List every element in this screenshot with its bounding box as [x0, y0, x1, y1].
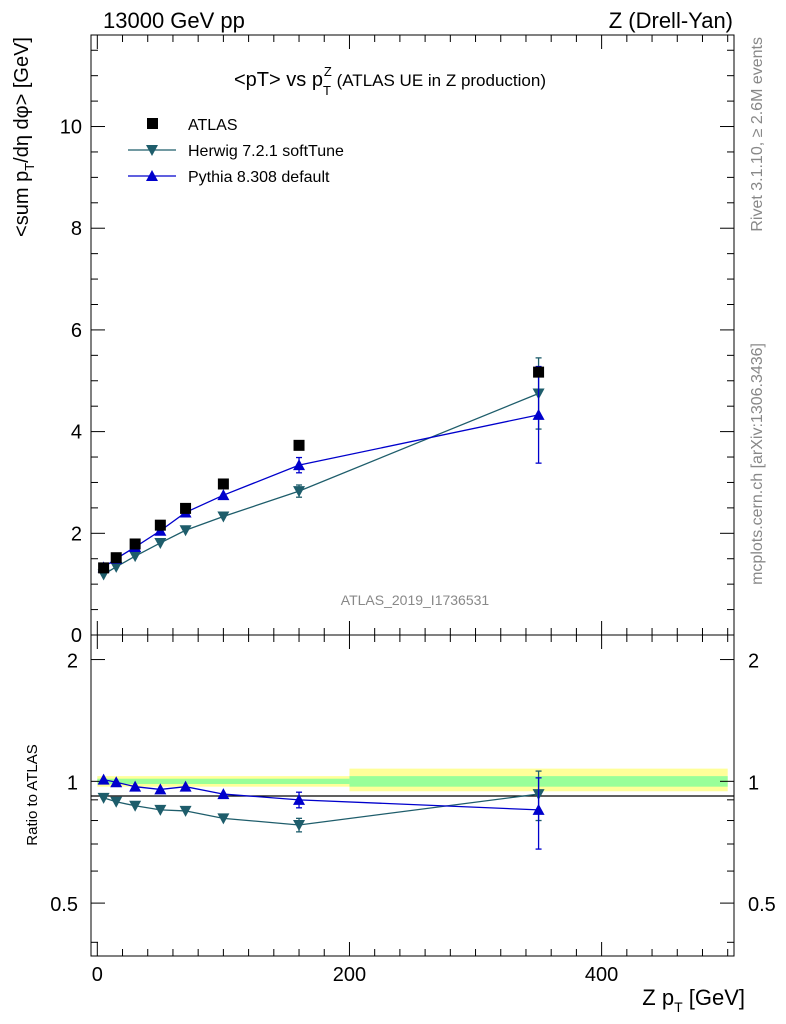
- title-main: <pT> vs p: [234, 69, 323, 91]
- legend-label-herwig: Herwig 7.2.1 softTune: [188, 143, 344, 160]
- point-atlas: [217, 478, 229, 490]
- x-tick-label: 0: [92, 964, 103, 986]
- legend-entry-herwig: Herwig 7.2.1 softTune: [128, 143, 344, 160]
- point-atlas: [180, 502, 192, 514]
- main-ytick-label: 8: [71, 218, 82, 240]
- legend-marker-atlas: [147, 118, 158, 129]
- main-ytick-label: 4: [71, 422, 82, 444]
- point-herwig-7-2-1-softtune: [97, 792, 110, 804]
- point-herwig-7-2-1-softtune: [154, 804, 167, 816]
- legend-label-atlas: ATLAS: [188, 117, 238, 134]
- main-ytick-label: 2: [71, 523, 82, 545]
- main-ylabel: <sum pT/dη dφ> [GeV]: [11, 37, 37, 237]
- point-atlas: [533, 366, 545, 378]
- point-pythia-8-308-default: [293, 459, 306, 471]
- point-herwig-7-2-1-softtune: [217, 511, 230, 523]
- point-herwig-7-2-1-softtune: [110, 796, 123, 808]
- ratio-panel: 0.5 0.5 1 1 2 2 Ratio to ATLAS 0 200 400 Z pT […: [24, 634, 776, 1015]
- ratio-ylabel: Ratio to ATLAS: [24, 744, 41, 845]
- ratio-ytick-label-left: 0.5: [50, 894, 78, 916]
- point-pythia-8-308-default: [532, 408, 545, 420]
- x-tick-label: 400: [585, 964, 618, 986]
- point-herwig-7-2-1-softtune: [179, 525, 192, 537]
- legend-entry-atlas: ATLAS: [147, 117, 238, 134]
- point-herwig-7-2-1-softtune: [293, 486, 306, 498]
- ratio-ytick-label-right: 1: [748, 772, 759, 794]
- main-ytick-label: 0: [71, 625, 82, 647]
- point-pythia-8-308-default: [293, 793, 306, 805]
- title-sub: T: [323, 83, 331, 98]
- point-herwig-7-2-1-softtune: [154, 537, 167, 549]
- series-line-pythia-8-308-default: [103, 414, 539, 568]
- point-pythia-8-308-default: [110, 776, 123, 788]
- header-right: Z (Drell-Yan): [609, 8, 733, 33]
- point-atlas: [110, 552, 122, 564]
- main-ytick-label: 10: [60, 117, 82, 139]
- title-sup: Z: [324, 64, 332, 79]
- point-herwig-7-2-1-softtune: [293, 819, 306, 831]
- point-herwig-7-2-1-softtune: [217, 813, 230, 825]
- point-pythia-8-308-default: [129, 780, 142, 792]
- ratio-ytick-label-right: 0.5: [748, 894, 776, 916]
- point-atlas: [154, 519, 166, 531]
- point-atlas: [293, 439, 305, 451]
- series-line-herwig-7-2-1-softtune: [103, 793, 539, 826]
- main-data: [97, 357, 545, 581]
- main-ytick-label: 6: [71, 320, 82, 342]
- point-pythia-8-308-default: [179, 780, 192, 792]
- legend-label-pythia: Pythia 8.308 default: [188, 169, 330, 186]
- ratio-band-inner: [97, 778, 350, 784]
- point-atlas: [129, 538, 141, 550]
- rivet-label: Rivet 3.1.10, ≥ 2.6M events: [749, 37, 766, 232]
- title-tail: (ATLAS UE in Z production): [332, 71, 546, 90]
- main-panel: 0 2 4 6 8 10 <pT> vs pTZ (ATLAS UE in Z produ…: [11, 34, 735, 647]
- ratio-ytick-label-left: 2: [67, 651, 78, 673]
- point-pythia-8-308-default: [97, 773, 110, 785]
- ratio-ytick-label-right: 2: [748, 651, 759, 673]
- point-pythia-8-308-default: [217, 489, 230, 501]
- legend-marker-herwig: [146, 145, 158, 156]
- legend-marker-pythia: [146, 170, 158, 181]
- ratio-xlabel: Z pT [GeV]: [642, 985, 745, 1015]
- ratio-ytick-label-left: 1: [67, 772, 78, 794]
- ratio-data: [97, 770, 545, 850]
- point-herwig-7-2-1-softtune: [129, 551, 142, 563]
- main-ticks: 0 2 4 6 8 10: [60, 35, 734, 647]
- header-left: 13000 GeV pp: [103, 8, 245, 33]
- ratio-ticks: 0.5 0.5 1 1 2 2: [50, 635, 776, 956]
- point-herwig-7-2-1-softtune: [179, 805, 192, 817]
- point-herwig-7-2-1-softtune: [110, 561, 123, 573]
- legend-entry-pythia: Pythia 8.308 default: [128, 169, 330, 186]
- legend: ATLAS Herwig 7.2.1 softTune Pythia 8.308…: [128, 117, 344, 186]
- plot-title: <pT> vs pTZ (ATLAS UE in Z production): [234, 64, 546, 98]
- point-atlas: [98, 562, 110, 574]
- mcplots-label: mcplots.cern.ch [arXiv:1306.3436]: [749, 343, 766, 585]
- point-pythia-8-308-default: [532, 803, 545, 815]
- point-pythia-8-308-default: [217, 788, 230, 800]
- point-herwig-7-2-1-softtune: [129, 800, 142, 812]
- analysis-watermark: ATLAS_2019_I1736531: [341, 592, 490, 608]
- x-tick-label: 200: [333, 964, 366, 986]
- series-line-herwig-7-2-1-softtune: [103, 392, 539, 576]
- x-ticklabels: 0 200 400: [92, 964, 619, 986]
- ratio-frame: [90, 634, 735, 957]
- point-pythia-8-308-default: [154, 783, 167, 795]
